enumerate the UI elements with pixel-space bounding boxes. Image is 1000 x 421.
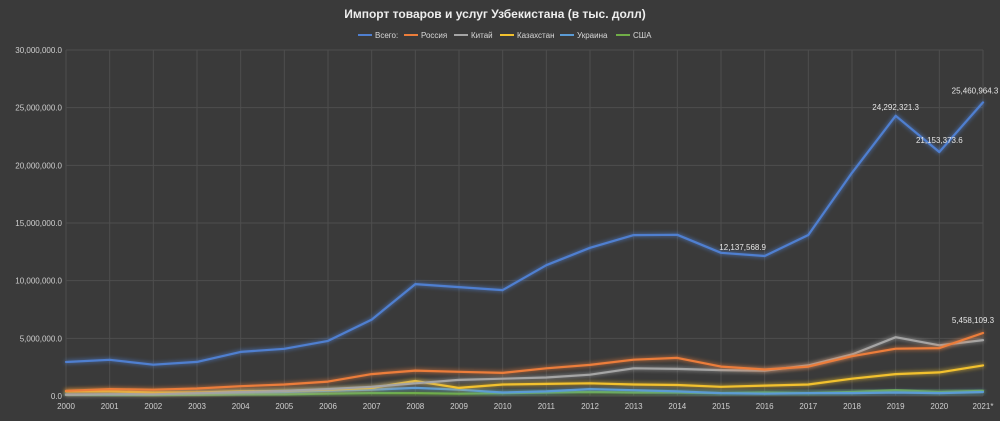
y-tick-label: 10,000,000.0 — [15, 277, 62, 286]
gridlines — [65, 49, 984, 397]
y-tick-label: 20,000,000.0 — [15, 161, 62, 170]
x-tick-label: 2005 — [275, 402, 293, 411]
x-tick-label: 2001 — [101, 402, 119, 411]
series-line-2 — [64, 336, 985, 396]
series-line-0 — [64, 101, 985, 366]
x-tick-label: 2014 — [668, 402, 686, 411]
x-tick-label: 2021* — [973, 402, 994, 411]
x-tick-label: 2020 — [930, 402, 948, 411]
x-tick-label: 2004 — [232, 402, 250, 411]
x-tick-label: 2009 — [450, 402, 468, 411]
data-label: 5,458,109.3 — [952, 316, 995, 325]
y-tick-label: 15,000,000.0 — [15, 219, 62, 228]
x-tick-label: 2012 — [581, 402, 599, 411]
x-tick-label: 2002 — [144, 402, 162, 411]
x-tick-label: 2011 — [538, 402, 556, 411]
legend-label: Китай — [471, 31, 493, 40]
x-tick-label: 2010 — [494, 402, 512, 411]
x-tick-label: 2006 — [319, 402, 337, 411]
x-tick-label: 2018 — [843, 402, 861, 411]
legend-label: США — [633, 31, 652, 40]
chart-title: Импорт товаров и услуг Узбекистана (в ты… — [344, 7, 646, 21]
y-tick-label: 30,000,000.0 — [15, 46, 62, 55]
x-tick-label: 2000 — [57, 402, 75, 411]
data-label: 12,137,568.9 — [719, 243, 766, 252]
y-tick-label: 5,000,000.0 — [20, 334, 63, 343]
legend-label: Казахстан — [517, 31, 555, 40]
x-tick-label: 2013 — [625, 402, 643, 411]
legend-label: Украина — [577, 31, 608, 40]
data-label: 25,460,964.3 — [952, 86, 999, 95]
data-label: 24,292,321.3 — [872, 103, 919, 112]
y-axis: 0.0 5,000,000.0 10,000,000.0 15,000,000.0 20… — [15, 46, 62, 401]
x-tick-label: 2017 — [799, 402, 817, 411]
y-tick-label: 0.0 — [51, 392, 63, 401]
data-label: 21,153,373.6 — [916, 136, 963, 145]
x-tick-label: 2008 — [406, 402, 424, 411]
legend-label: Россия — [421, 31, 447, 40]
x-axis: 2000 2001 2002 2003 2004 2005 2006 2007 2008 2009… — [57, 402, 993, 411]
x-tick-label: 2007 — [363, 402, 381, 411]
x-tick-label: 2015 — [712, 402, 730, 411]
series-lines — [64, 101, 985, 397]
x-tick-label: 2016 — [756, 402, 774, 411]
legend-label: Всего: — [375, 31, 398, 40]
x-tick-label: 2003 — [188, 402, 206, 411]
series-line-1 — [64, 331, 985, 392]
x-tick-label: 2019 — [887, 402, 905, 411]
y-tick-label: 25,000,000.0 — [15, 104, 62, 113]
legend: Всего: Россия Китай Казахстан Украина США — [358, 31, 652, 40]
data-labels: 12,137,568.9 24,292,321.3 21,153,373.6 25,4… — [719, 86, 999, 325]
